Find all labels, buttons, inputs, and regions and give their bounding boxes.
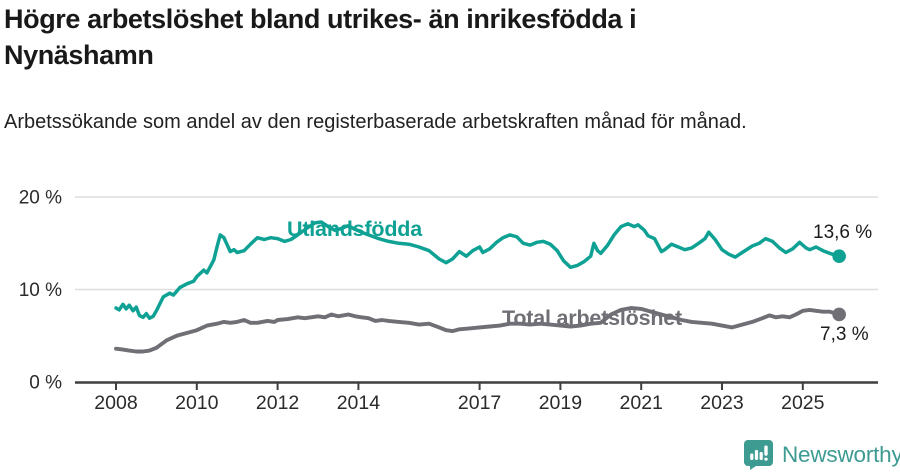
page-title: Högre arbetslöshet bland utrikes- än inr… <box>4 4 637 70</box>
end-value-label-utlandsfodda: 13,6 % <box>813 222 873 243</box>
svg-text:2019: 2019 <box>539 392 582 414</box>
svg-text:2021: 2021 <box>620 392 663 414</box>
newsworthy-brand: Newsworthy <box>744 440 900 470</box>
svg-text:2023: 2023 <box>700 392 743 414</box>
x-axis <box>75 381 878 390</box>
svg-text:0 %: 0 % <box>29 373 62 394</box>
series-end-dot-1 <box>832 307 846 322</box>
series-line-1 <box>114 306 842 354</box>
series-end-dots <box>832 249 846 322</box>
chart-subtitle: Arbetssökande som andel av den registerb… <box>4 111 747 133</box>
series-lines <box>114 220 842 354</box>
newsworthy-logo-icon <box>744 440 773 470</box>
gridlines <box>75 196 878 291</box>
end-value-label-total: 7,3 % <box>820 324 869 345</box>
y-axis-tick-labels: 0 % 10 % 20 % <box>19 188 62 394</box>
svg-text:2014: 2014 <box>337 392 381 414</box>
series-line-0 <box>114 220 841 320</box>
svg-text:2012: 2012 <box>256 392 299 414</box>
x-axis-tick-labels: 2008 2010 2012 2014 2017 2019 2021 2023 2025 <box>94 392 824 414</box>
svg-text:20 %: 20 % <box>19 188 62 209</box>
newsworthy-brand-text: Newsworthy <box>782 442 900 467</box>
series-label-total-arbetsloshet: Total arbetslöshet <box>502 306 682 330</box>
series-end-dot-0 <box>832 249 846 263</box>
svg-text:2017: 2017 <box>458 392 501 414</box>
svg-text:10 %: 10 % <box>19 280 62 301</box>
svg-text:2010: 2010 <box>175 392 219 414</box>
svg-text:2008: 2008 <box>94 392 137 414</box>
svg-text:2025: 2025 <box>781 392 825 414</box>
series-label-utlandsfodda: Utlandsfödda <box>287 217 422 241</box>
